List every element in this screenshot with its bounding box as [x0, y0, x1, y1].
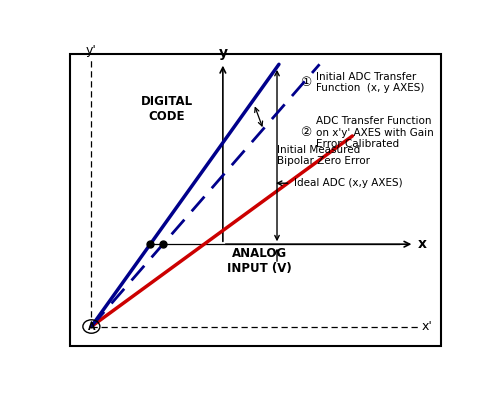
Text: A: A [88, 322, 95, 331]
Text: x: x [418, 237, 427, 251]
Text: Ideal ADC (x,y AXES): Ideal ADC (x,y AXES) [294, 178, 403, 188]
Text: Initial ADC Transfer
Function  (x, y AXES): Initial ADC Transfer Function (x, y AXES… [316, 72, 424, 93]
Text: y: y [219, 46, 228, 60]
Text: ADC Transfer Function
on x'y' AXES with Gain
Error Calibrated: ADC Transfer Function on x'y' AXES with … [316, 116, 434, 150]
Text: x': x' [422, 320, 433, 333]
Text: y': y' [86, 44, 97, 57]
Text: ②: ② [300, 126, 311, 139]
Text: DIGITAL
CODE: DIGITAL CODE [141, 95, 193, 122]
Text: ANALOG
INPUT (V): ANALOG INPUT (V) [227, 247, 292, 275]
Text: ①: ① [300, 76, 311, 89]
Text: Initial Measured
Bipolar Zero Error: Initial Measured Bipolar Zero Error [277, 145, 370, 166]
